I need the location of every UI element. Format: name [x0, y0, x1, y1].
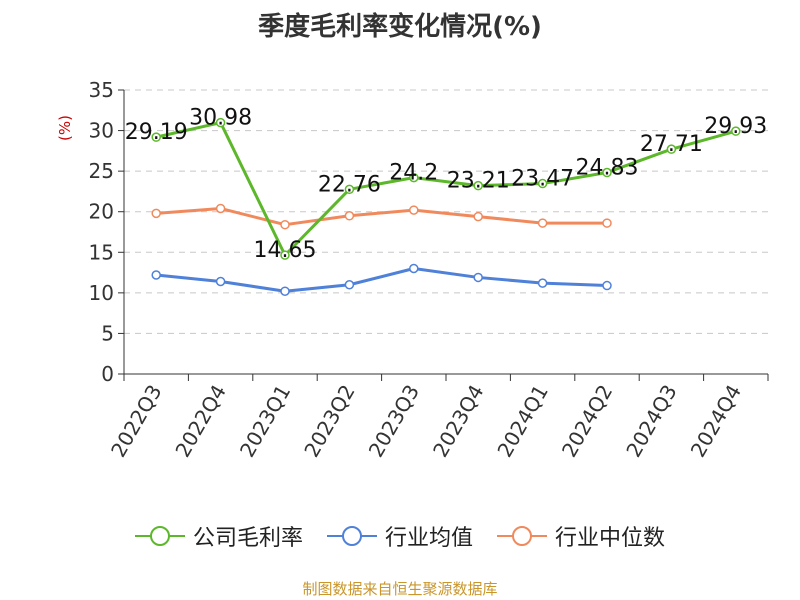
data-point — [344, 279, 355, 290]
data-label: 24.83 — [576, 156, 639, 181]
x-tick-label: 2022Q4 — [170, 381, 230, 462]
data-label: 30.98 — [189, 106, 252, 131]
data-point — [537, 178, 548, 189]
legend: 公司毛利率 行业均值 行业中位数 — [0, 520, 800, 552]
y-tick-label: 20 — [89, 200, 114, 224]
series-line — [156, 206, 607, 227]
data-point — [344, 211, 355, 221]
data-point — [151, 208, 161, 219]
legend-marker — [497, 526, 547, 546]
data-point — [666, 144, 677, 154]
source-note: 制图数据来自恒生聚源数据库 — [302, 580, 498, 598]
legend-label: 行业均值 — [384, 526, 473, 551]
data-point — [409, 172, 419, 183]
legend-circle — [512, 526, 532, 546]
data-point — [537, 218, 548, 228]
data-point — [215, 276, 226, 287]
data-label: 23.21 — [447, 169, 510, 194]
data-point — [473, 272, 483, 283]
y-tick-label: 35 — [89, 78, 114, 102]
data-label: 24.2 — [389, 161, 438, 186]
legend-item: 行业中位数 — [497, 520, 665, 552]
data-label: 14.65 — [254, 238, 317, 263]
data-point — [280, 286, 290, 296]
data-point — [602, 167, 612, 178]
data-point — [280, 250, 290, 260]
legend-item: 公司毛利率 — [134, 520, 303, 552]
data-point — [215, 117, 226, 128]
data-point — [731, 126, 741, 136]
legend-item: 行业均值 — [326, 520, 473, 552]
data-point — [409, 263, 419, 274]
y-tick-label: 5 — [101, 321, 114, 345]
data-point — [537, 278, 548, 288]
grid-layer — [124, 89, 768, 334]
legend-label: 行业中位数 — [555, 526, 666, 551]
x-tick-label: 2023Q1 — [235, 381, 295, 462]
data-label: 22.76 — [318, 172, 381, 197]
legend-circle — [341, 526, 362, 546]
data-point — [280, 219, 290, 230]
series-line — [156, 267, 608, 293]
chart-title: 季度毛利率变化情况(%) — [258, 12, 542, 42]
data-point — [473, 211, 483, 222]
x-tick-label: 2023Q3 — [364, 381, 424, 462]
legend-circle — [149, 526, 170, 546]
x-tick-label: 2024Q3 — [621, 381, 681, 462]
y-tick-label: 25 — [89, 159, 114, 183]
y-tick-label: 10 — [89, 281, 114, 305]
x-tick-label: 2024Q1 — [492, 381, 552, 462]
data-point — [151, 132, 161, 142]
legend-marker — [134, 526, 185, 546]
data-point — [344, 184, 355, 195]
x-tick-label: 2022Q3 — [106, 381, 166, 462]
data-point — [473, 180, 483, 191]
data-point — [602, 218, 612, 228]
data-label: 23.47 — [511, 167, 574, 192]
x-tick-label: 2024Q4 — [686, 381, 746, 462]
series-line — [155, 121, 737, 257]
y-tick-label: 15 — [89, 240, 114, 264]
y-tick-label: 30 — [89, 119, 114, 143]
data-point — [151, 270, 161, 280]
data-label: 29.93 — [704, 114, 767, 139]
series-layer — [151, 117, 741, 296]
data-label: 29.19 — [125, 120, 188, 145]
data-point — [215, 203, 226, 214]
legend-label: 公司毛利率 — [192, 526, 303, 551]
x-tick-label: 2023Q2 — [299, 381, 359, 462]
y-axis-label: (%) — [56, 115, 74, 141]
data-point — [602, 280, 612, 291]
y-tick-label: 0 — [101, 362, 114, 386]
data-label: 27.71 — [640, 132, 703, 157]
x-tick-label: 2024Q2 — [557, 381, 617, 462]
data-point — [409, 205, 419, 215]
x-tick-label: 2023Q4 — [428, 381, 488, 462]
legend-marker — [326, 526, 377, 546]
